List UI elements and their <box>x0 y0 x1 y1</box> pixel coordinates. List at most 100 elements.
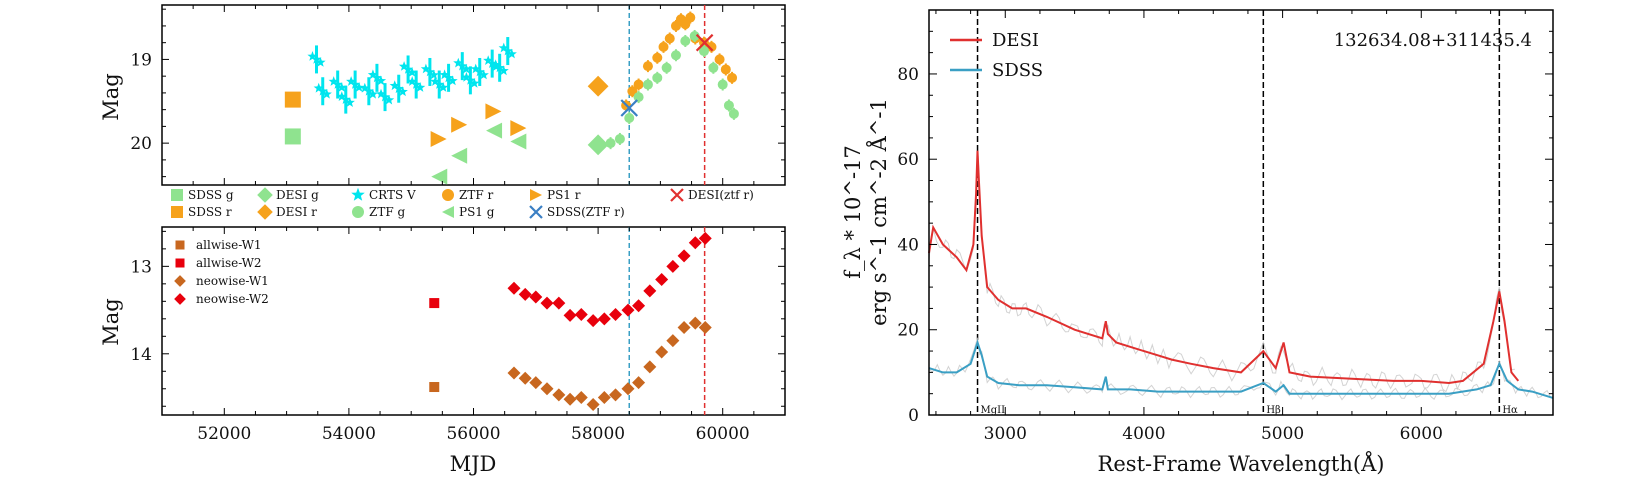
data-point <box>367 88 378 99</box>
data-point <box>328 76 339 86</box>
data-point <box>478 69 489 80</box>
data-point <box>652 52 663 63</box>
data-point <box>363 85 374 96</box>
data-point <box>540 296 554 310</box>
series-ps1-r <box>430 103 527 147</box>
data-point <box>398 61 410 71</box>
x-tick-label: 3000 <box>984 424 1027 444</box>
data-point <box>447 75 458 86</box>
data-point <box>624 113 635 124</box>
series-desi <box>928 150 1520 393</box>
spectrum-ylabel-1: f_λ * 10^-17 <box>841 145 865 279</box>
legend-item-neowise-w1: neowise-W1 <box>174 274 269 288</box>
series-allwise-w2 <box>429 298 440 309</box>
legend-label: DESI g <box>276 188 319 202</box>
legend-marker <box>175 258 185 268</box>
data-point <box>430 130 447 147</box>
data-point <box>677 321 691 335</box>
data-point <box>332 79 343 89</box>
data-point <box>389 80 400 91</box>
data-point <box>411 79 422 89</box>
emission-line-label: Hβ <box>1266 405 1281 416</box>
y-tick-label: 40 <box>897 235 919 255</box>
legend-marker <box>442 206 454 218</box>
data-point <box>609 388 623 402</box>
data-point <box>490 59 501 70</box>
data-point <box>344 97 355 107</box>
data-point <box>375 75 387 86</box>
data-point <box>664 33 675 44</box>
legend-item-desi: DESI <box>950 30 1039 51</box>
data-point <box>689 30 700 41</box>
series-desi-g <box>587 134 609 156</box>
data-point <box>507 281 521 295</box>
data-point <box>507 366 521 380</box>
data-point <box>431 168 448 185</box>
data-point <box>375 88 387 99</box>
data-point <box>379 91 391 102</box>
legend-marker <box>171 206 183 218</box>
legend-marker <box>175 240 185 250</box>
optical-legend: SDSS g DESI g CRTS V ZTF r PS1 r DESI(ztf r) S… <box>171 187 754 220</box>
data-point <box>632 376 646 390</box>
data-point <box>506 48 517 59</box>
data-point <box>597 391 611 405</box>
data-point <box>723 100 734 111</box>
data-point <box>350 79 361 89</box>
legend-label: SDSS r <box>188 205 232 219</box>
legend-label: ZTF r <box>459 188 493 202</box>
data-point <box>453 57 464 68</box>
legend-label: neowise-W1 <box>196 274 269 288</box>
optical-lightcurve-panel: 19 20 Mag <box>99 4 786 186</box>
y-tick-label: 20 <box>897 321 919 341</box>
data-point <box>620 99 639 117</box>
data-point <box>666 334 680 348</box>
data-point <box>469 77 480 88</box>
data-point <box>642 61 653 72</box>
legend-label: DESI <box>992 30 1039 51</box>
legend-item-desi-r: DESI r <box>257 204 317 220</box>
data-point <box>428 69 439 80</box>
noisy-spectrum <box>928 337 1551 401</box>
data-point <box>621 303 635 317</box>
series-sdss-g <box>284 128 301 145</box>
data-point <box>420 63 431 74</box>
data-point <box>510 133 527 150</box>
legend-label: DESI(ztf r) <box>688 188 754 202</box>
data-point <box>563 392 577 406</box>
legend-marker <box>670 188 684 202</box>
legend-item-sdss-r: SDSS r <box>171 205 232 219</box>
legend-label: SDSS <box>992 60 1043 81</box>
data-point <box>397 86 408 97</box>
smoothed-spectrum <box>928 150 1520 385</box>
data-point <box>627 86 638 97</box>
data-point <box>695 33 714 52</box>
data-point <box>317 85 328 96</box>
y-tick-label: 19 <box>130 50 152 70</box>
legend-marker <box>529 205 543 219</box>
legend-marker <box>351 187 365 201</box>
legend-label: SDSS(ZTF r) <box>547 205 625 219</box>
emission-line-label: Hα <box>1502 405 1518 416</box>
data-point <box>518 287 532 301</box>
spectrum-legend: DESI SDSS <box>950 30 1043 81</box>
data-point <box>402 64 414 74</box>
data-point <box>658 41 669 52</box>
data-point <box>552 388 566 402</box>
data-point <box>586 398 600 412</box>
legend-marker <box>174 275 186 287</box>
legend-label: PS1 g <box>459 205 495 219</box>
series-crts-v <box>307 37 517 114</box>
data-point <box>498 65 509 76</box>
data-point <box>597 312 611 326</box>
legend-item-allwise-w1: allwise-W1 <box>175 238 262 252</box>
series-ps1-g <box>431 122 527 185</box>
legend-label: DESI r <box>276 205 317 219</box>
data-point <box>340 94 351 104</box>
y-tick-label: 13 <box>130 257 152 277</box>
data-point <box>407 76 418 86</box>
legend-marker <box>442 189 454 201</box>
optical-ylabel: Mag <box>99 73 123 120</box>
data-point <box>652 72 663 83</box>
data-point <box>439 69 450 80</box>
